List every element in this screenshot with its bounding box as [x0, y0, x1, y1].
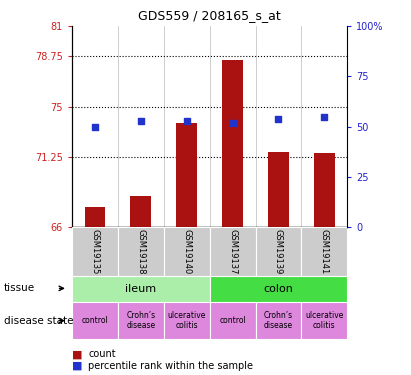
Text: colon: colon [263, 284, 293, 294]
Point [92, 124, 98, 130]
Text: percentile rank within the sample: percentile rank within the sample [88, 361, 253, 370]
Text: GSM19137: GSM19137 [228, 229, 237, 275]
Text: GSM19139: GSM19139 [274, 229, 283, 274]
Text: GSM19135: GSM19135 [90, 229, 99, 274]
Bar [210, 227, 256, 276]
Text: disease state: disease state [4, 316, 74, 326]
Bar [222, 60, 243, 227]
Text: Crohn’s
disease: Crohn’s disease [264, 311, 293, 330]
Text: GSM19138: GSM19138 [136, 229, 145, 275]
Bar [85, 207, 105, 227]
Text: ■: ■ [72, 361, 83, 370]
Bar [256, 227, 301, 276]
Text: Crohn’s
disease: Crohn’s disease [126, 311, 155, 330]
Bar [176, 123, 197, 227]
Text: ulcerative
colitis: ulcerative colitis [305, 311, 344, 330]
Bar [72, 302, 118, 339]
Bar [301, 302, 347, 339]
Point [137, 117, 144, 123]
Bar [301, 227, 347, 276]
Text: GSM19141: GSM19141 [320, 229, 329, 274]
Bar [268, 152, 289, 227]
Text: ■: ■ [72, 350, 83, 359]
Bar [164, 302, 210, 339]
Bar [72, 276, 210, 302]
Point [183, 117, 190, 123]
Bar [210, 276, 347, 302]
Text: ulcerative
colitis: ulcerative colitis [167, 311, 206, 330]
Bar [118, 302, 164, 339]
Bar [210, 302, 256, 339]
Text: tissue: tissue [4, 284, 35, 293]
Text: GSM19140: GSM19140 [182, 229, 191, 274]
Bar [256, 302, 301, 339]
Text: ileum: ileum [125, 284, 156, 294]
Title: GDS559 / 208165_s_at: GDS559 / 208165_s_at [138, 9, 281, 22]
Bar [314, 153, 335, 227]
Text: control: control [219, 316, 246, 325]
Bar [164, 227, 210, 276]
Text: count: count [88, 350, 116, 359]
Bar [118, 227, 164, 276]
Text: control: control [81, 316, 108, 325]
Bar [72, 227, 118, 276]
Bar [130, 196, 151, 227]
Point [275, 116, 282, 122]
Point [229, 120, 236, 126]
Point [321, 114, 328, 120]
